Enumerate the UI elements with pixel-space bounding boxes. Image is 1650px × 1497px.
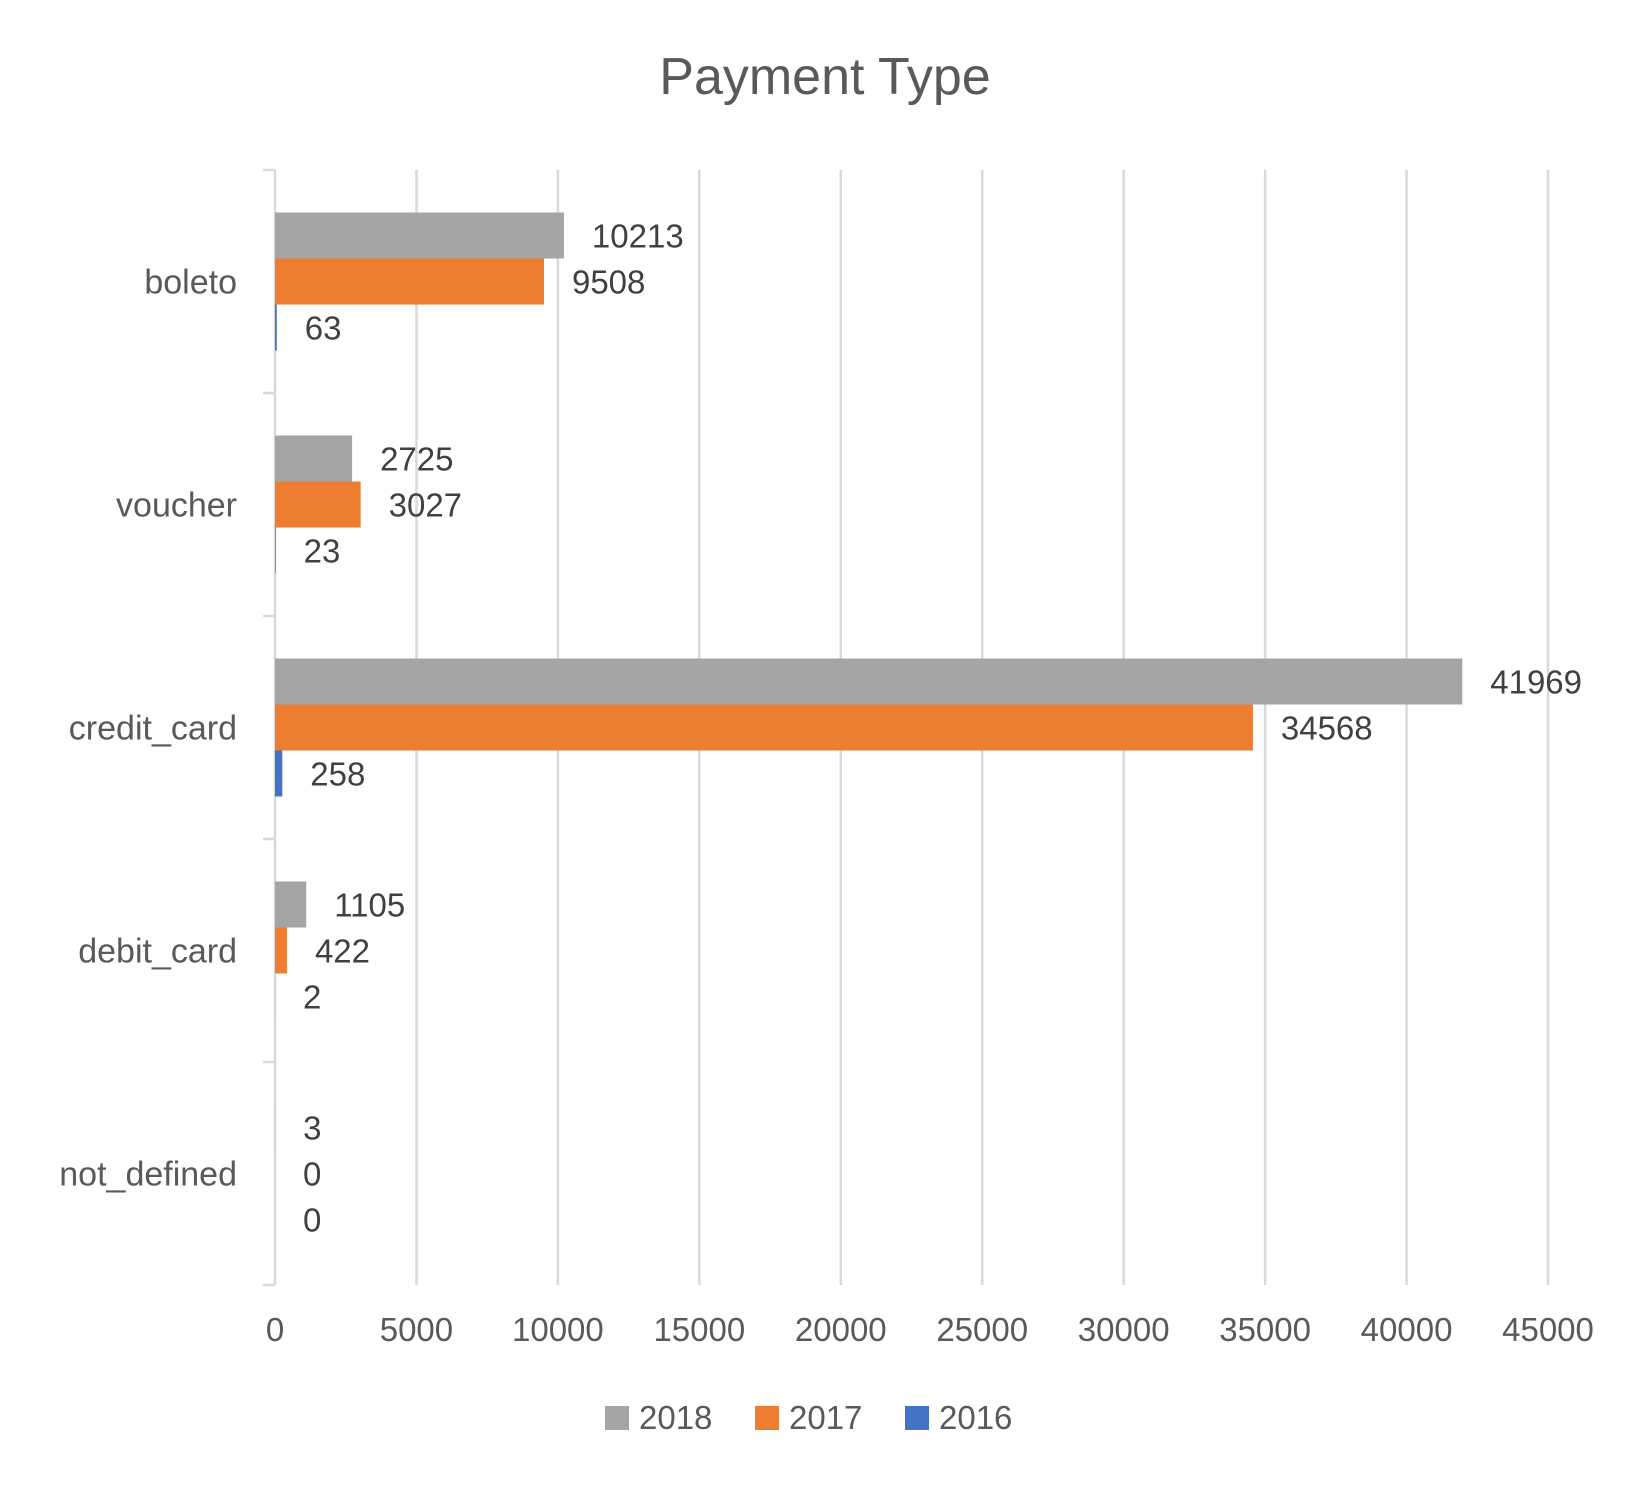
x-tick-label: 15000 [653, 1311, 745, 1348]
category-label: credit_card [69, 710, 237, 748]
bar [275, 659, 1462, 705]
bar [275, 528, 276, 574]
x-tick-labels: 0 5000 10000 15000 20000 25000 30000 35000 40000… [266, 1311, 1594, 1348]
category-label: not_defined [59, 1156, 237, 1194]
x-tick-label: 0 [266, 1311, 284, 1348]
data-label: 0 [303, 1202, 321, 1239]
chart-title: Payment Type [659, 48, 990, 106]
x-tick-label: 45000 [1502, 1311, 1594, 1348]
x-tick-label: 20000 [795, 1311, 887, 1348]
data-label: 41969 [1490, 664, 1582, 701]
data-label: 422 [315, 933, 370, 970]
legend-swatch [605, 1406, 629, 1430]
category-label: voucher [116, 487, 237, 525]
x-tick-label: 10000 [512, 1311, 604, 1348]
bar [275, 751, 282, 797]
bars [275, 213, 1462, 1151]
legend-label: 2018 [639, 1399, 712, 1436]
data-label: 9508 [572, 264, 645, 301]
bar [275, 882, 306, 928]
bar [275, 305, 277, 351]
data-label: 2725 [380, 441, 453, 478]
legend-label: 2016 [939, 1399, 1012, 1436]
data-label: 0 [303, 1156, 321, 1193]
category-label: boleto [144, 264, 237, 302]
bar [275, 213, 564, 259]
data-label: 23 [304, 533, 341, 570]
bar [275, 928, 287, 974]
data-label: 2 [303, 979, 321, 1016]
data-label: 3027 [389, 487, 462, 524]
x-tick-label: 5000 [380, 1311, 453, 1348]
category-axis [263, 170, 275, 1285]
data-label: 3 [303, 1110, 321, 1147]
bar [275, 436, 352, 482]
legend-swatch [755, 1406, 779, 1430]
bar [275, 259, 544, 305]
category-labels: boleto voucher credit_card debit_card not_de… [59, 264, 237, 1194]
data-label: 258 [310, 756, 365, 793]
legend: 2018 2017 2016 [605, 1399, 1012, 1436]
legend-swatch [905, 1406, 929, 1430]
category-label: debit_card [78, 933, 237, 971]
bar [275, 482, 361, 528]
legend-label: 2017 [789, 1399, 862, 1436]
x-tick-label: 25000 [936, 1311, 1028, 1348]
x-tick-label: 30000 [1078, 1311, 1170, 1348]
x-tick-label: 35000 [1219, 1311, 1311, 1348]
data-label: 1105 [334, 887, 405, 924]
data-label: 63 [305, 310, 342, 347]
bar [275, 705, 1253, 751]
x-tick-label: 40000 [1361, 1311, 1453, 1348]
data-label: 10213 [592, 218, 684, 255]
data-label: 34568 [1281, 710, 1373, 747]
